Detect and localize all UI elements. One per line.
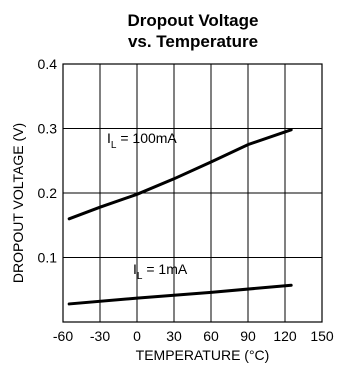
chart-title-line-2: vs. Temperature	[128, 32, 258, 51]
x-tick-label: 0	[133, 328, 141, 344]
series-line-0	[67, 128, 293, 221]
y-tick-label: 0.4	[38, 56, 58, 72]
x-tick-label: 120	[273, 328, 297, 344]
y-tick-label: 0.3	[38, 121, 58, 137]
grid-lines	[63, 64, 322, 322]
tick-labels: -60 -30 0 30 60 90 120 150 0.1 0.2 0.3 0.4	[38, 56, 334, 344]
series-annotation-1: IL = 1mA	[133, 261, 188, 282]
series-line-1	[67, 283, 293, 306]
x-tick-label: 60	[203, 328, 219, 344]
x-tick-label: 30	[166, 328, 182, 344]
y-tick-label: 0.2	[38, 185, 58, 201]
series-annotations: IL = 100mA IL = 1mA	[107, 130, 188, 282]
series-lines	[67, 128, 293, 306]
series-annotation-0: IL = 100mA	[107, 130, 177, 151]
chart-title-line-1: Dropout Voltage	[128, 11, 259, 30]
y-tick-label: 0.1	[38, 250, 58, 266]
x-tick-label: 90	[240, 328, 256, 344]
x-tick-label: -30	[90, 328, 110, 344]
x-tick-label: 150	[310, 328, 334, 344]
x-tick-label: -60	[53, 328, 73, 344]
x-axis-label: TEMPERATURE (°C)	[136, 347, 270, 363]
plot-frame	[62, 63, 323, 323]
y-axis-label: DROPOUT VOLTAGE (V)	[10, 123, 26, 283]
